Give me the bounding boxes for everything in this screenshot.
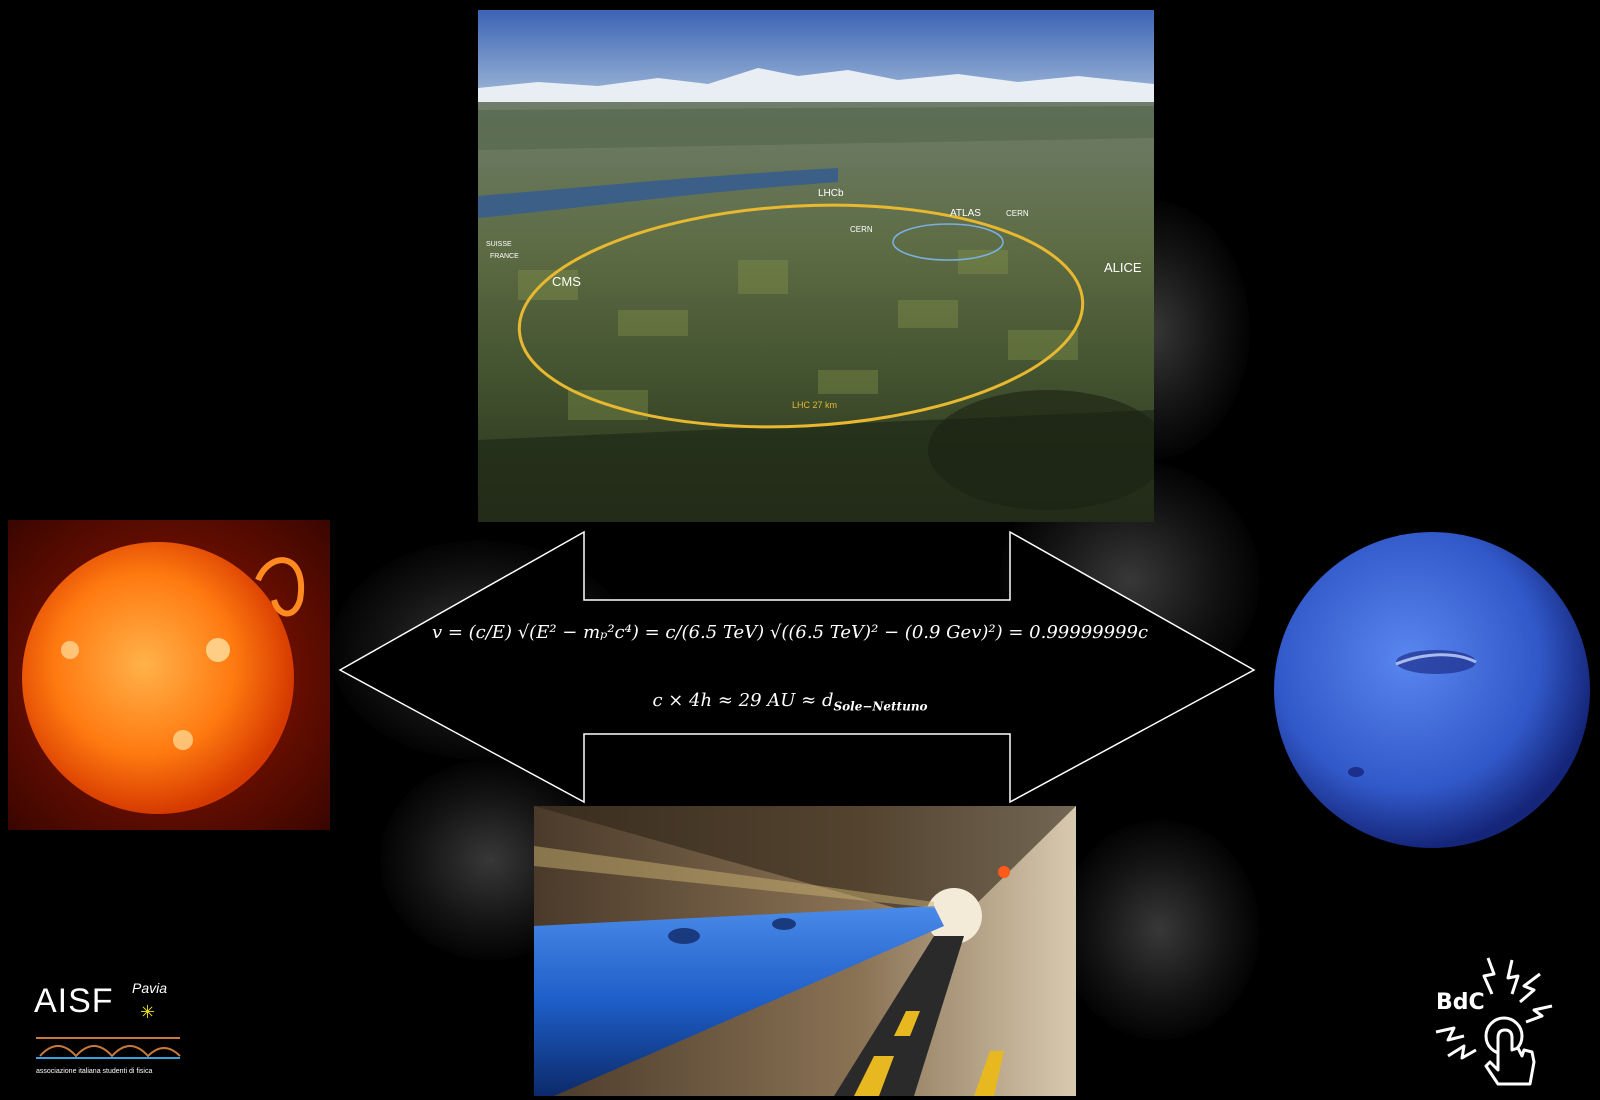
lhc-tunnel-photo [534, 806, 1076, 1096]
aerial-label: CMS [552, 274, 581, 289]
neptune-photo [1266, 512, 1600, 868]
aisf-logo-name: AISF [34, 982, 114, 1020]
bdc-logo: BdC [1428, 950, 1576, 1090]
distance-formula-main: c × 4h ≈ 29 AU ≈ d [652, 690, 834, 711]
aisf-logo-tagline: associazione italiana studenti di fisica [36, 1068, 153, 1075]
particle-burst-icon: ✳ [140, 1002, 156, 1023]
aerial-label: SUISSE [486, 241, 512, 248]
distance-formula-subscript: Sole−Nettuno [833, 699, 928, 714]
aerial-label: LHC 27 km [792, 400, 837, 410]
background-glow [1060, 820, 1260, 1040]
aisf-logo-city: Pavia [132, 980, 168, 996]
lhc-aerial-photo: LHCb ATLAS CERN CERN SUISSE FRANCE CMS A… [478, 10, 1154, 522]
aerial-label: CERN [850, 225, 873, 234]
aerial-label: FRANCE [490, 253, 519, 260]
distance-formula: c × 4h ≈ 29 AU ≈ dSole−Nettuno [340, 690, 1240, 714]
background-glow [330, 540, 630, 760]
aerial-label: LHCb [818, 188, 844, 199]
aerial-label: CERN [1006, 209, 1029, 218]
bridge-icon [36, 1037, 181, 1059]
aerial-label: ATLAS [950, 208, 981, 219]
velocity-formula: v = (c/E) √(E² − mₚ²c⁴) = c/(6.5 TeV) √(… [431, 622, 1149, 643]
bdc-logo-name: BdC [1436, 990, 1485, 1015]
aerial-label: ALICE [1104, 260, 1142, 275]
aisf-logo: AISF Pavia ✳ associazione italiana stude… [30, 980, 190, 1085]
pointing-hand-icon [1435, 957, 1553, 1086]
sun-photo [8, 520, 330, 830]
lhc-ring [517, 203, 1085, 429]
